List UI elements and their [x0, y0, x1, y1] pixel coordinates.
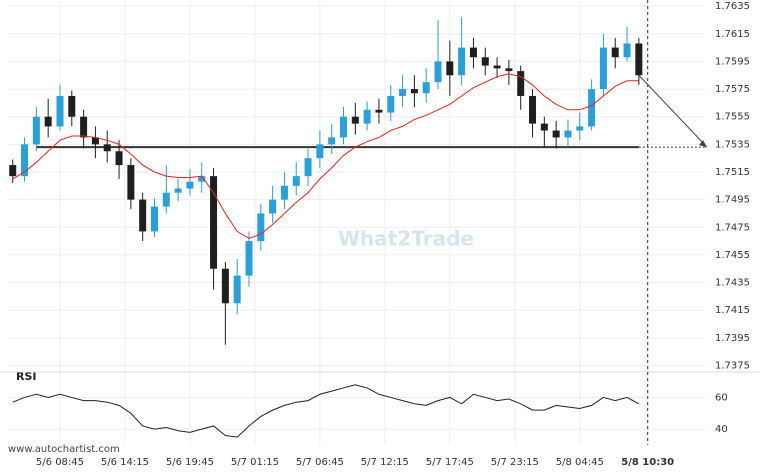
y-tick-label: 1.7375 — [715, 360, 750, 371]
candle-body — [363, 109, 371, 124]
candle-body — [304, 158, 312, 177]
x-tick-label: 5/7 23:15 — [491, 457, 539, 468]
x-tick-label: 5/7 17:45 — [426, 457, 474, 468]
candle-body — [458, 47, 466, 76]
candle-body — [269, 199, 277, 214]
rsi-tick-label: 40 — [715, 424, 728, 435]
candle-body — [564, 130, 572, 138]
candle-body — [340, 116, 348, 138]
x-tick-label: 5/7 01:15 — [231, 457, 279, 468]
y-tick-label: 1.7615 — [715, 29, 750, 40]
candle-body — [434, 61, 442, 83]
candle-body — [351, 116, 359, 124]
candle-body — [9, 165, 17, 177]
candle-body — [588, 89, 596, 127]
candle-body — [150, 206, 158, 232]
candle-body — [80, 116, 88, 138]
y-tick-label: 1.7435 — [715, 278, 750, 289]
x-tick-label: 5/8 10:30 — [621, 457, 674, 468]
candle-body — [44, 116, 52, 127]
candle-body — [221, 268, 229, 304]
candle-body — [446, 61, 454, 76]
y-tick-label: 1.7595 — [715, 56, 750, 67]
candle-body — [245, 241, 253, 276]
rsi-label: RSI — [16, 370, 37, 383]
source-label: www.autochartist.com — [8, 444, 120, 455]
candle-body — [32, 116, 40, 145]
y-tick-label: 1.7555 — [715, 112, 750, 123]
candle-body — [174, 188, 182, 193]
candle-body — [552, 130, 560, 138]
y-tick-label: 1.7395 — [715, 333, 750, 344]
candle-body — [387, 95, 395, 113]
candle-body — [186, 181, 194, 189]
candle-body — [529, 95, 537, 124]
candle-body — [198, 176, 206, 182]
candle-body — [481, 57, 489, 66]
candle-body — [316, 144, 324, 159]
candle-body — [292, 176, 300, 186]
candle-body — [623, 43, 631, 58]
candle-body — [375, 109, 383, 113]
candle-body — [599, 47, 607, 90]
candle-body — [328, 137, 336, 145]
candle-body — [56, 95, 64, 127]
y-tick-label: 1.7495 — [715, 195, 750, 206]
y-tick-label: 1.7475 — [715, 222, 750, 233]
watermark: What2Trade — [338, 227, 474, 251]
moving-average-line — [12, 73, 639, 239]
x-tick-label: 5/6 19:45 — [166, 457, 214, 468]
y-tick-label: 1.7635 — [715, 1, 750, 12]
candle-body — [233, 275, 241, 304]
forecast-arrow — [638, 74, 708, 148]
rsi-line — [12, 384, 640, 438]
candle-body — [257, 213, 265, 242]
candle-body — [127, 165, 135, 200]
forecast-arrowhead — [699, 140, 707, 148]
candle-body — [103, 144, 111, 152]
candle-body — [422, 82, 430, 94]
y-tick-label: 1.7535 — [715, 139, 750, 150]
candle-body — [505, 68, 513, 72]
candle-body — [115, 151, 123, 166]
candle-body — [210, 176, 218, 269]
x-tick-label: 5/8 04:45 — [556, 457, 604, 468]
candle-body — [162, 192, 170, 207]
x-tick-label: 5/7 12:15 — [361, 457, 409, 468]
candle-body — [517, 71, 525, 96]
x-tick-label: 5/7 06:45 — [296, 457, 344, 468]
candle-body — [540, 123, 548, 131]
candle-body — [410, 89, 418, 94]
candle-body — [469, 47, 477, 58]
candle-body — [635, 43, 643, 76]
x-tick-label: 5/6 08:45 — [36, 457, 84, 468]
candle-body — [493, 65, 501, 69]
candle-body — [576, 126, 584, 131]
y-tick-label: 1.7575 — [715, 84, 750, 95]
x-tick-label: 5/6 14:15 — [101, 457, 149, 468]
candle-body — [68, 95, 76, 117]
candle-body — [611, 47, 619, 58]
candle-body — [399, 89, 407, 96]
candle-body — [21, 144, 29, 177]
candle-body — [280, 185, 288, 200]
y-tick-label: 1.7515 — [715, 167, 750, 178]
candle-body — [139, 199, 147, 232]
rsi-tick-label: 60 — [715, 392, 728, 403]
y-tick-label: 1.7455 — [715, 250, 750, 261]
candle-body — [91, 137, 99, 145]
y-tick-label: 1.7415 — [715, 305, 750, 316]
